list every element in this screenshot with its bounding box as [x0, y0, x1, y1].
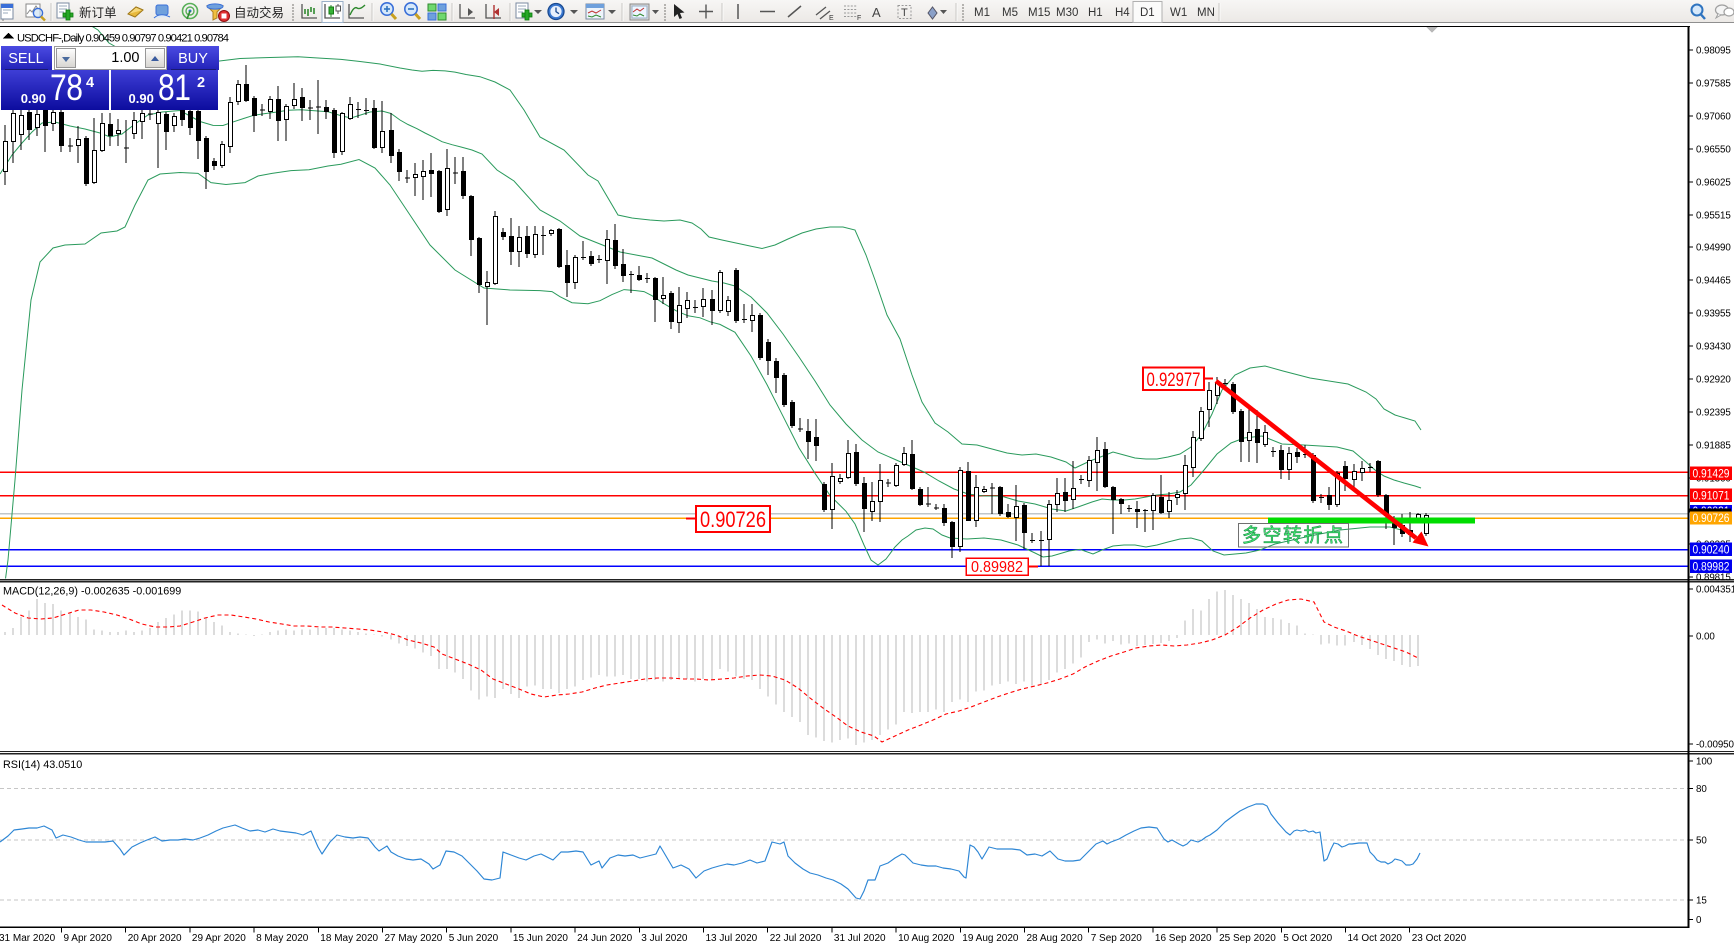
svg-text:29 Apr 2020: 29 Apr 2020 [192, 933, 246, 944]
svg-text:25 Sep 2020: 25 Sep 2020 [1219, 933, 1276, 944]
svg-text:24 Jun 2020: 24 Jun 2020 [577, 933, 632, 944]
svg-text:MN: MN [1197, 7, 1215, 19]
svg-text:16 Sep 2020: 16 Sep 2020 [1155, 933, 1212, 944]
svg-text:5 Oct 2020: 5 Oct 2020 [1283, 933, 1332, 944]
svg-text:0.96025: 0.96025 [1696, 178, 1731, 189]
svg-text:0.90726: 0.90726 [1693, 511, 1730, 525]
svg-text:22 Jul 2020: 22 Jul 2020 [770, 933, 822, 944]
svg-text:15 Jun 2020: 15 Jun 2020 [513, 933, 568, 944]
svg-text:9 Apr 2020: 9 Apr 2020 [64, 933, 113, 944]
svg-text:0.89982: 0.89982 [1693, 559, 1730, 573]
svg-text:0.94990: 0.94990 [1696, 243, 1731, 254]
svg-text:80: 80 [1696, 784, 1707, 795]
svg-text:0.95515: 0.95515 [1696, 211, 1731, 222]
svg-text:20 Apr 2020: 20 Apr 2020 [128, 933, 182, 944]
svg-text:0.91429: 0.91429 [1693, 466, 1730, 480]
svg-text:MACD(12,26,9) -0.002635 -0.001: MACD(12,26,9) -0.002635 -0.001699 [3, 586, 181, 598]
svg-text:0.89815: 0.89815 [1696, 573, 1731, 584]
svg-text:0.89982: 0.89982 [971, 559, 1023, 576]
svg-text:M5: M5 [1002, 7, 1018, 19]
svg-text:0.93955: 0.93955 [1696, 309, 1731, 320]
svg-text:0.90726: 0.90726 [700, 507, 766, 532]
svg-text:0.97060: 0.97060 [1696, 112, 1731, 123]
svg-text:27 May 2020: 27 May 2020 [385, 933, 443, 944]
svg-text:0.98095: 0.98095 [1696, 46, 1731, 57]
svg-text:H4: H4 [1115, 7, 1130, 19]
svg-text:0.92920: 0.92920 [1696, 375, 1731, 386]
svg-text:3 Jul 2020: 3 Jul 2020 [641, 933, 688, 944]
svg-text:-0.009504: -0.009504 [1696, 740, 1734, 751]
svg-text:自动交易: 自动交易 [234, 5, 284, 20]
svg-text:14 Oct 2020: 14 Oct 2020 [1348, 933, 1403, 944]
svg-text:RSI(14) 43.0510: RSI(14) 43.0510 [3, 759, 82, 771]
svg-text:新订单: 新订单 [79, 5, 117, 20]
svg-text:0.94465: 0.94465 [1696, 276, 1731, 287]
svg-text:100: 100 [1696, 757, 1713, 768]
svg-text:0.93430: 0.93430 [1696, 342, 1731, 353]
svg-text:0.90240: 0.90240 [1693, 542, 1730, 556]
svg-text:28 Aug 2020: 28 Aug 2020 [1027, 933, 1084, 944]
svg-text:W1: W1 [1170, 7, 1187, 19]
svg-text:0: 0 [1696, 915, 1702, 926]
svg-text:31 Jul 2020: 31 Jul 2020 [834, 933, 886, 944]
svg-text:15: 15 [1696, 896, 1707, 907]
svg-text:10 Aug 2020: 10 Aug 2020 [898, 933, 955, 944]
svg-text:H1: H1 [1088, 7, 1103, 19]
svg-text:0.00: 0.00 [1696, 632, 1715, 643]
svg-text:E: E [829, 15, 834, 22]
svg-text:D1: D1 [1140, 7, 1155, 19]
svg-text:F: F [857, 15, 861, 22]
svg-text:0.92395: 0.92395 [1696, 408, 1731, 419]
svg-text:0.91071: 0.91071 [1693, 488, 1730, 502]
svg-text:8 May 2020: 8 May 2020 [256, 933, 309, 944]
svg-text:USDCHF-,Daily 0.90459 0.90797: USDCHF-,Daily 0.90459 0.90797 0.90421 0.… [17, 33, 229, 45]
svg-text:23 Oct 2020: 23 Oct 2020 [1412, 933, 1467, 944]
svg-text:0.004351: 0.004351 [1696, 585, 1734, 596]
svg-text:50: 50 [1696, 836, 1707, 847]
svg-text:0.96550: 0.96550 [1696, 145, 1731, 156]
svg-text:0.91885: 0.91885 [1696, 441, 1731, 452]
svg-text:18 May 2020: 18 May 2020 [320, 933, 378, 944]
svg-text:A: A [872, 5, 881, 20]
svg-text:0.97585: 0.97585 [1696, 79, 1731, 90]
svg-text:M1: M1 [974, 7, 990, 19]
svg-text:0.92977: 0.92977 [1147, 369, 1201, 391]
svg-text:M30: M30 [1056, 7, 1078, 19]
svg-text:31 Mar 2020: 31 Mar 2020 [0, 933, 56, 944]
svg-text:M15: M15 [1028, 7, 1050, 19]
svg-text:5 Jun 2020: 5 Jun 2020 [449, 933, 499, 944]
svg-text:13 Jul 2020: 13 Jul 2020 [706, 933, 758, 944]
svg-text:7 Sep 2020: 7 Sep 2020 [1091, 933, 1143, 944]
svg-text:T: T [901, 7, 908, 19]
svg-text:多空转折点: 多空转折点 [1242, 525, 1345, 547]
svg-text:19 Aug 2020: 19 Aug 2020 [962, 933, 1019, 944]
